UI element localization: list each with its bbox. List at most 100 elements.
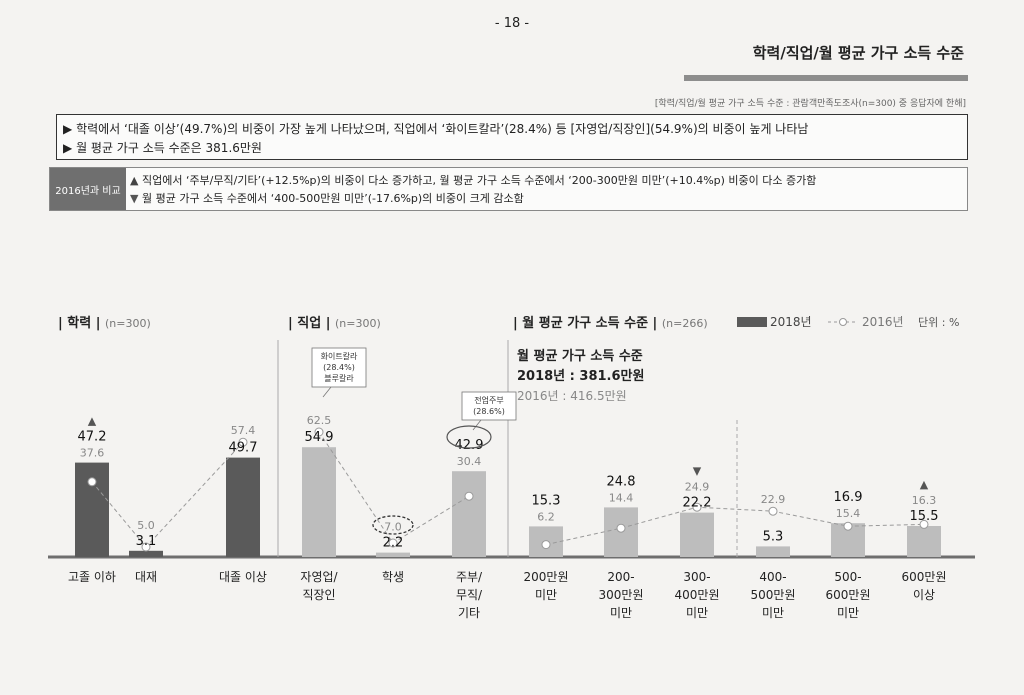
point-2016 [388,538,398,548]
value-label-2018: 54.9 [305,430,334,445]
value-label-2016: 37.6 [80,447,105,460]
income-subtitle-2016: 2016년 : 416.5만원 [517,389,627,403]
category-label: 400- [759,570,786,584]
value-label-2016: 62.5 [307,414,332,427]
value-label-2018: 49.7 [229,441,258,456]
callout-box [461,391,517,421]
summary-line-2: ▶ 월 평균 가구 소득 수준은 381.6만원 [63,139,262,156]
bullet-icon: ▶ [63,122,73,136]
legend-2018-swatch [737,317,767,327]
value-label-2016: 16.3 [912,494,937,507]
category-label: 미만 [762,606,784,620]
up-triangle-icon: ▲ [920,478,929,491]
down-triangle-icon: ▼ [693,465,702,478]
survey-note: [학력/직업/월 평균 가구 소득 수준 : 관람객만족도조사(n=300) 중… [654,99,966,109]
panel-title-2: | 월 평균 가구 소득 수준 | (n=266) [513,315,708,331]
bar-2018 [907,526,941,557]
value-label-2016: 14.4 [609,491,634,504]
bar-2018 [302,447,336,557]
bar-2018 [226,457,260,557]
point-2016 [692,502,702,512]
value-label-2016: 6.2 [537,510,555,523]
callout-text: 블루칼라 [324,373,354,383]
summary-text-1: 학력에서 ‘대졸 이상’(49.7%)의 비중이 가장 높게 나타났으며, 직업… [76,122,809,136]
point-2016 [464,491,474,501]
value-label-2018: 16.9 [834,490,863,505]
line-2016 [91,441,244,548]
legend-2016-label: 2016년 [862,315,904,329]
category-label: 기타 [458,606,480,620]
point-2016 [768,506,778,516]
value-label-2016: 7.0 [384,521,402,534]
category-label: 미만 [837,606,859,620]
legend-unit: 단위 : % [918,316,959,329]
section-title: 학력/직업/월 평균 가구 소득 수준 [752,44,964,62]
panel-sample-size: (n=266) [662,317,708,330]
category-label: 200만원 [524,570,569,584]
panel-title-1: | 직업 | (n=300) [288,315,381,331]
comparison-line-1: ▲ 직업에서 ‘주부/무직/기타’(+12.5%p)의 비중이 다소 증가하고,… [130,172,816,188]
point-2016 [87,477,97,487]
value-label-2016: 30.4 [457,455,482,468]
callout-text: 전업주부 [474,395,503,405]
line-2016 [545,506,925,546]
bullet-icon: ▶ [63,141,73,155]
category-label: 400만원 [675,588,720,602]
highlight-ellipse [446,425,492,449]
value-label-2018: 42.9 [455,438,484,453]
category-label: 주부/ [456,570,483,584]
value-label-2018: 15.5 [910,509,939,524]
category-label: 대졸 이상 [219,570,267,584]
category-label: 무직/ [456,588,483,602]
panel-title-text: 학력 [67,315,91,331]
comparison-tag: 2016년과 비교 [50,168,126,210]
category-label: 학생 [382,570,404,584]
bar-2018 [376,552,410,557]
up-triangle-icon: ▲ [130,174,139,187]
category-label: 대재 [135,570,157,584]
value-label-2016: 24.9 [685,481,710,494]
panel-title-0: | 학력 | (n=300) [58,315,151,331]
comparison-line-2: ▼ 월 평균 가구 소득 수준에서 ‘400-500만원 미만’(-17.6%p… [130,190,524,206]
bar-2018 [129,550,163,557]
value-label-2018: 24.8 [607,474,636,489]
summary-line-1: ▶ 학력에서 ‘대졸 이상’(49.7%)의 비중이 가장 높게 나타났으며, … [63,120,808,137]
point-2016 [919,519,929,529]
value-label-2016: 57.4 [231,424,256,437]
panel-title-text: 직업 [297,315,321,331]
title-underline-bar [684,75,968,81]
callout-box [311,347,367,388]
income-subtitle-heading: 월 평균 가구 소득 수준 [517,348,643,364]
point-2016 [843,521,853,531]
up-triangle-icon: ▲ [88,415,97,428]
value-label-2018: 5.3 [763,529,784,544]
category-label: 직장인 [302,588,335,602]
category-label: 미만 [535,588,557,602]
summary-box: ▶ 학력에서 ‘대졸 이상’(49.7%)의 비중이 가장 높게 나타났으며, … [56,114,968,160]
page-number: - 18 - [494,16,530,31]
value-label-2018: 3.1 [136,534,157,549]
category-label: 500- [834,570,861,584]
point-2016 [541,540,551,550]
comparison-box: 2016년과 비교 ▲ 직업에서 ‘주부/무직/기타’(+12.5%p)의 비중… [49,167,968,211]
value-label-2016: 22.9 [761,493,786,506]
category-label: 300만원 [599,588,644,602]
value-label-2018: 2.2 [383,536,404,551]
category-label: 200- [607,570,634,584]
callout-pointer [322,386,332,398]
value-label-2016: 15.4 [836,507,861,520]
callout-text: 화이트칼라 [321,351,358,361]
panel-sample-size: (n=300) [335,317,381,330]
category-label: 500만원 [751,588,796,602]
comparison-text-1: 직업에서 ‘주부/무직/기타’(+12.5%p)의 비중이 다소 증가하고, 월… [141,174,817,187]
category-label: 미만 [686,606,708,620]
legend-2016-marker [839,318,847,326]
point-2016 [616,523,626,533]
value-label-2018: 15.3 [532,493,561,508]
point-2016 [238,437,248,447]
bar-2018 [756,546,790,557]
category-label: 고졸 이하 [68,570,116,584]
callout-text: (28.6%) [473,407,505,416]
category-label: 이상 [913,588,935,602]
point-2016 [141,542,151,552]
